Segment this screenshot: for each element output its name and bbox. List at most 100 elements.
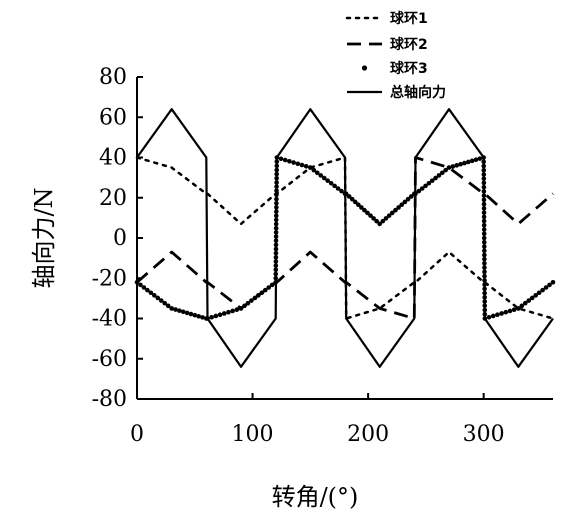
data-point xyxy=(402,199,408,205)
legend-label-3: 球环3 xyxy=(390,60,428,77)
data-point xyxy=(543,285,549,290)
data-point xyxy=(490,313,496,319)
data-point xyxy=(443,167,448,173)
data-point xyxy=(177,308,182,313)
data-point xyxy=(536,290,542,296)
data-point xyxy=(507,308,513,314)
data-point xyxy=(540,287,545,293)
y-tick-label: 20 xyxy=(99,186,127,211)
data-point xyxy=(335,186,341,191)
data-point xyxy=(230,308,235,314)
data-point xyxy=(529,295,535,301)
data-point xyxy=(291,160,296,165)
data-point xyxy=(226,309,231,315)
data-point xyxy=(371,216,376,221)
data-point xyxy=(469,158,475,164)
data-point xyxy=(325,178,330,183)
data-point xyxy=(188,311,194,317)
data-point xyxy=(269,282,275,288)
y-tick-label: -60 xyxy=(92,347,127,372)
data-point xyxy=(503,309,509,315)
data-point xyxy=(145,287,150,293)
series-4-line xyxy=(136,108,554,368)
x-tick-label: 300 xyxy=(463,422,505,447)
data-point xyxy=(416,188,422,194)
y-tick-label: 40 xyxy=(99,146,127,171)
data-point xyxy=(462,160,467,166)
data-point xyxy=(321,175,327,181)
data-point xyxy=(165,303,171,309)
data-point xyxy=(295,161,301,167)
legend: 球环1 球环2 球环3 总轴向力 xyxy=(345,10,446,101)
data-point xyxy=(213,313,219,319)
data-point xyxy=(184,310,190,316)
data-point xyxy=(383,216,389,221)
data-point xyxy=(486,314,492,320)
data-point xyxy=(169,306,174,311)
x-tick-label: 100 xyxy=(232,422,274,447)
data-point xyxy=(138,282,143,288)
data-point xyxy=(436,173,442,178)
x-axis-title: 转角/(°) xyxy=(272,483,359,511)
data-point xyxy=(158,298,164,303)
data-point xyxy=(516,306,521,311)
data-point xyxy=(252,295,258,301)
data-point xyxy=(396,205,401,210)
data-point xyxy=(238,306,244,311)
data-point xyxy=(511,307,517,312)
data-point xyxy=(259,290,265,296)
data-point xyxy=(314,170,320,176)
data-point xyxy=(419,186,425,191)
legend-label-1: 球环1 xyxy=(390,10,428,27)
legend-label-4: 总轴向力 xyxy=(390,84,446,101)
plot-lines xyxy=(134,108,556,368)
data-point xyxy=(234,307,240,312)
data-point xyxy=(221,311,227,316)
data-point xyxy=(318,173,324,178)
data-point xyxy=(533,293,538,298)
data-point xyxy=(423,183,428,189)
data-point xyxy=(547,282,552,288)
data-point xyxy=(389,210,395,216)
y-tick-label: -20 xyxy=(92,266,127,291)
data-point xyxy=(180,309,186,315)
data-point xyxy=(499,311,504,316)
data-point xyxy=(473,157,479,163)
data-point xyxy=(393,207,398,213)
data-point xyxy=(192,312,198,318)
data-point xyxy=(352,199,358,205)
data-point xyxy=(454,163,460,168)
y-tick-label: 80 xyxy=(99,65,127,90)
data-point xyxy=(550,279,556,285)
x-tick-label: 0 xyxy=(130,422,144,447)
data-point xyxy=(380,218,386,224)
legend-marker-3 xyxy=(361,65,368,71)
data-point xyxy=(196,313,201,319)
data-point xyxy=(405,196,411,202)
axes xyxy=(136,76,553,400)
data-point xyxy=(148,290,154,296)
data-point xyxy=(209,314,214,320)
data-point xyxy=(266,285,272,290)
data-point xyxy=(365,210,370,216)
data-point xyxy=(332,183,337,189)
y-tick-label: -80 xyxy=(92,387,127,412)
data-point xyxy=(308,165,313,170)
y-tick-label: 60 xyxy=(99,105,127,130)
data-point xyxy=(217,312,223,318)
data-point xyxy=(200,315,205,320)
data-point xyxy=(368,213,373,218)
data-point xyxy=(426,180,432,186)
data-point xyxy=(465,159,471,165)
data-point xyxy=(287,158,292,164)
data-point xyxy=(359,205,364,210)
data-point xyxy=(303,164,309,169)
data-point xyxy=(349,196,355,202)
data-point xyxy=(339,188,344,194)
data-point xyxy=(522,300,528,306)
data-point xyxy=(377,221,382,227)
data-point xyxy=(477,156,483,161)
data-point xyxy=(249,298,254,303)
